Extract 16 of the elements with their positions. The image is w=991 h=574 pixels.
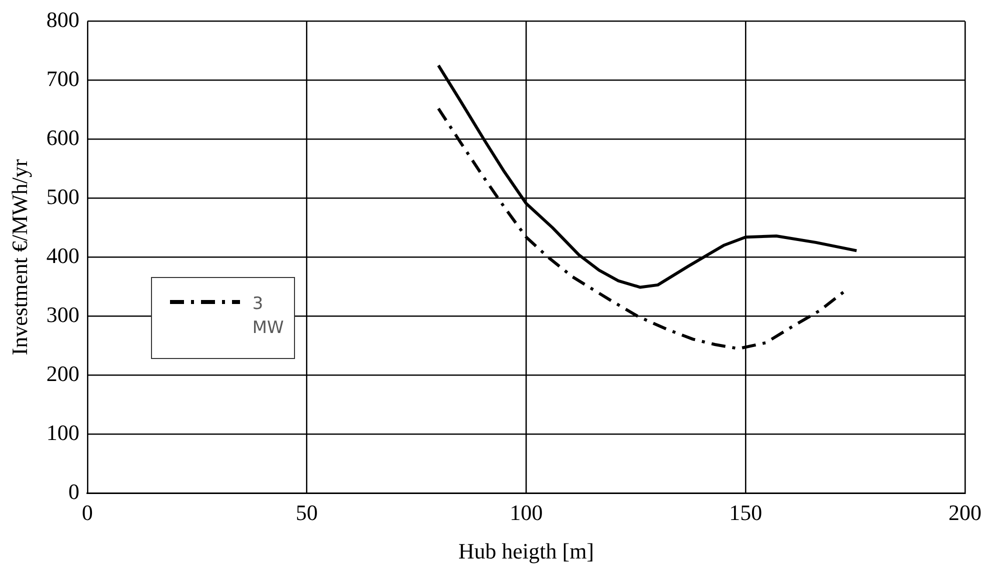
y-tick-label: 0	[68, 478, 80, 504]
y-tick-label: 600	[46, 124, 80, 150]
y-tick-label: 800	[46, 6, 80, 32]
x-tick-label: 50	[296, 500, 318, 526]
legend-label: 3 MW	[252, 293, 285, 340]
y-tick-label: 500	[46, 184, 80, 209]
y-axis-title: Investment €/MWh/yr	[6, 158, 32, 356]
y-tick-label: 400	[46, 242, 80, 268]
y-tick-label: 300	[46, 302, 80, 327]
x-tick-label: 200	[948, 500, 982, 526]
x-axis-title: Hub heigth [m]	[458, 538, 594, 564]
y-tick-label: 700	[46, 66, 80, 91]
x-tick-label: 100	[510, 500, 543, 526]
y-tick-label: 200	[46, 360, 80, 386]
x-tick-label: 150	[729, 500, 762, 526]
y-tick-label: 100	[46, 420, 80, 445]
